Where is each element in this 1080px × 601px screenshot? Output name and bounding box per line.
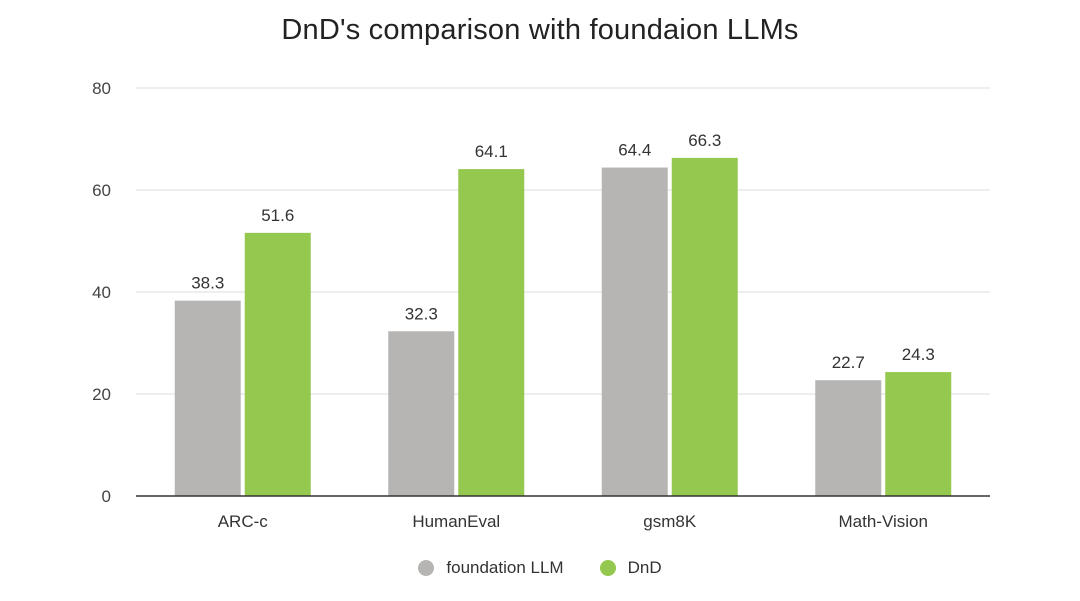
data-label: 22.7 [832,353,865,372]
bar [244,232,311,496]
data-labels: 38.3 51.6 32.3 64.1 64.4 66.3 22.7 24.3 [191,131,935,372]
bar [174,300,241,496]
x-tick-label: Math-Vision [839,512,928,531]
x-tick-label: ARC-c [218,512,269,531]
data-label: 66.3 [688,131,721,150]
bar [601,167,668,496]
bar [815,380,882,496]
data-label: 64.4 [618,141,651,160]
legend-item: foundation LLM [418,558,564,578]
legend: foundation LLM DnD [0,558,1080,578]
y-tick-label: 0 [102,487,111,506]
data-label: 24.3 [902,345,935,364]
y-tick-label: 40 [92,283,111,302]
legend-label: foundation LLM [446,558,564,577]
bars [174,157,952,496]
chart-title: DnD's comparison with foundaion LLMs [281,14,799,46]
data-label: 38.3 [191,274,224,293]
legend-label: DnD [627,558,662,577]
data-label: 32.3 [405,304,438,323]
data-label: 64.1 [475,142,508,161]
legend-swatch [418,560,435,576]
data-label: 51.6 [261,206,294,225]
y-tick-label: 80 [92,79,111,98]
axes: 0 20 40 60 80 ARC-c HumanEval gsm8K Math-Vision [92,79,990,531]
bar [388,331,455,496]
x-tick-label: HumanEval [412,512,500,531]
legend-swatch [599,560,616,576]
chart-frame [40,0,1040,601]
y-tick-label: 20 [92,385,111,404]
x-tick-label: gsm8K [643,512,697,531]
bar [458,169,525,496]
legend-item: DnD [599,558,662,578]
bar [671,157,738,496]
bar [885,372,952,496]
y-tick-label: 60 [92,181,111,200]
